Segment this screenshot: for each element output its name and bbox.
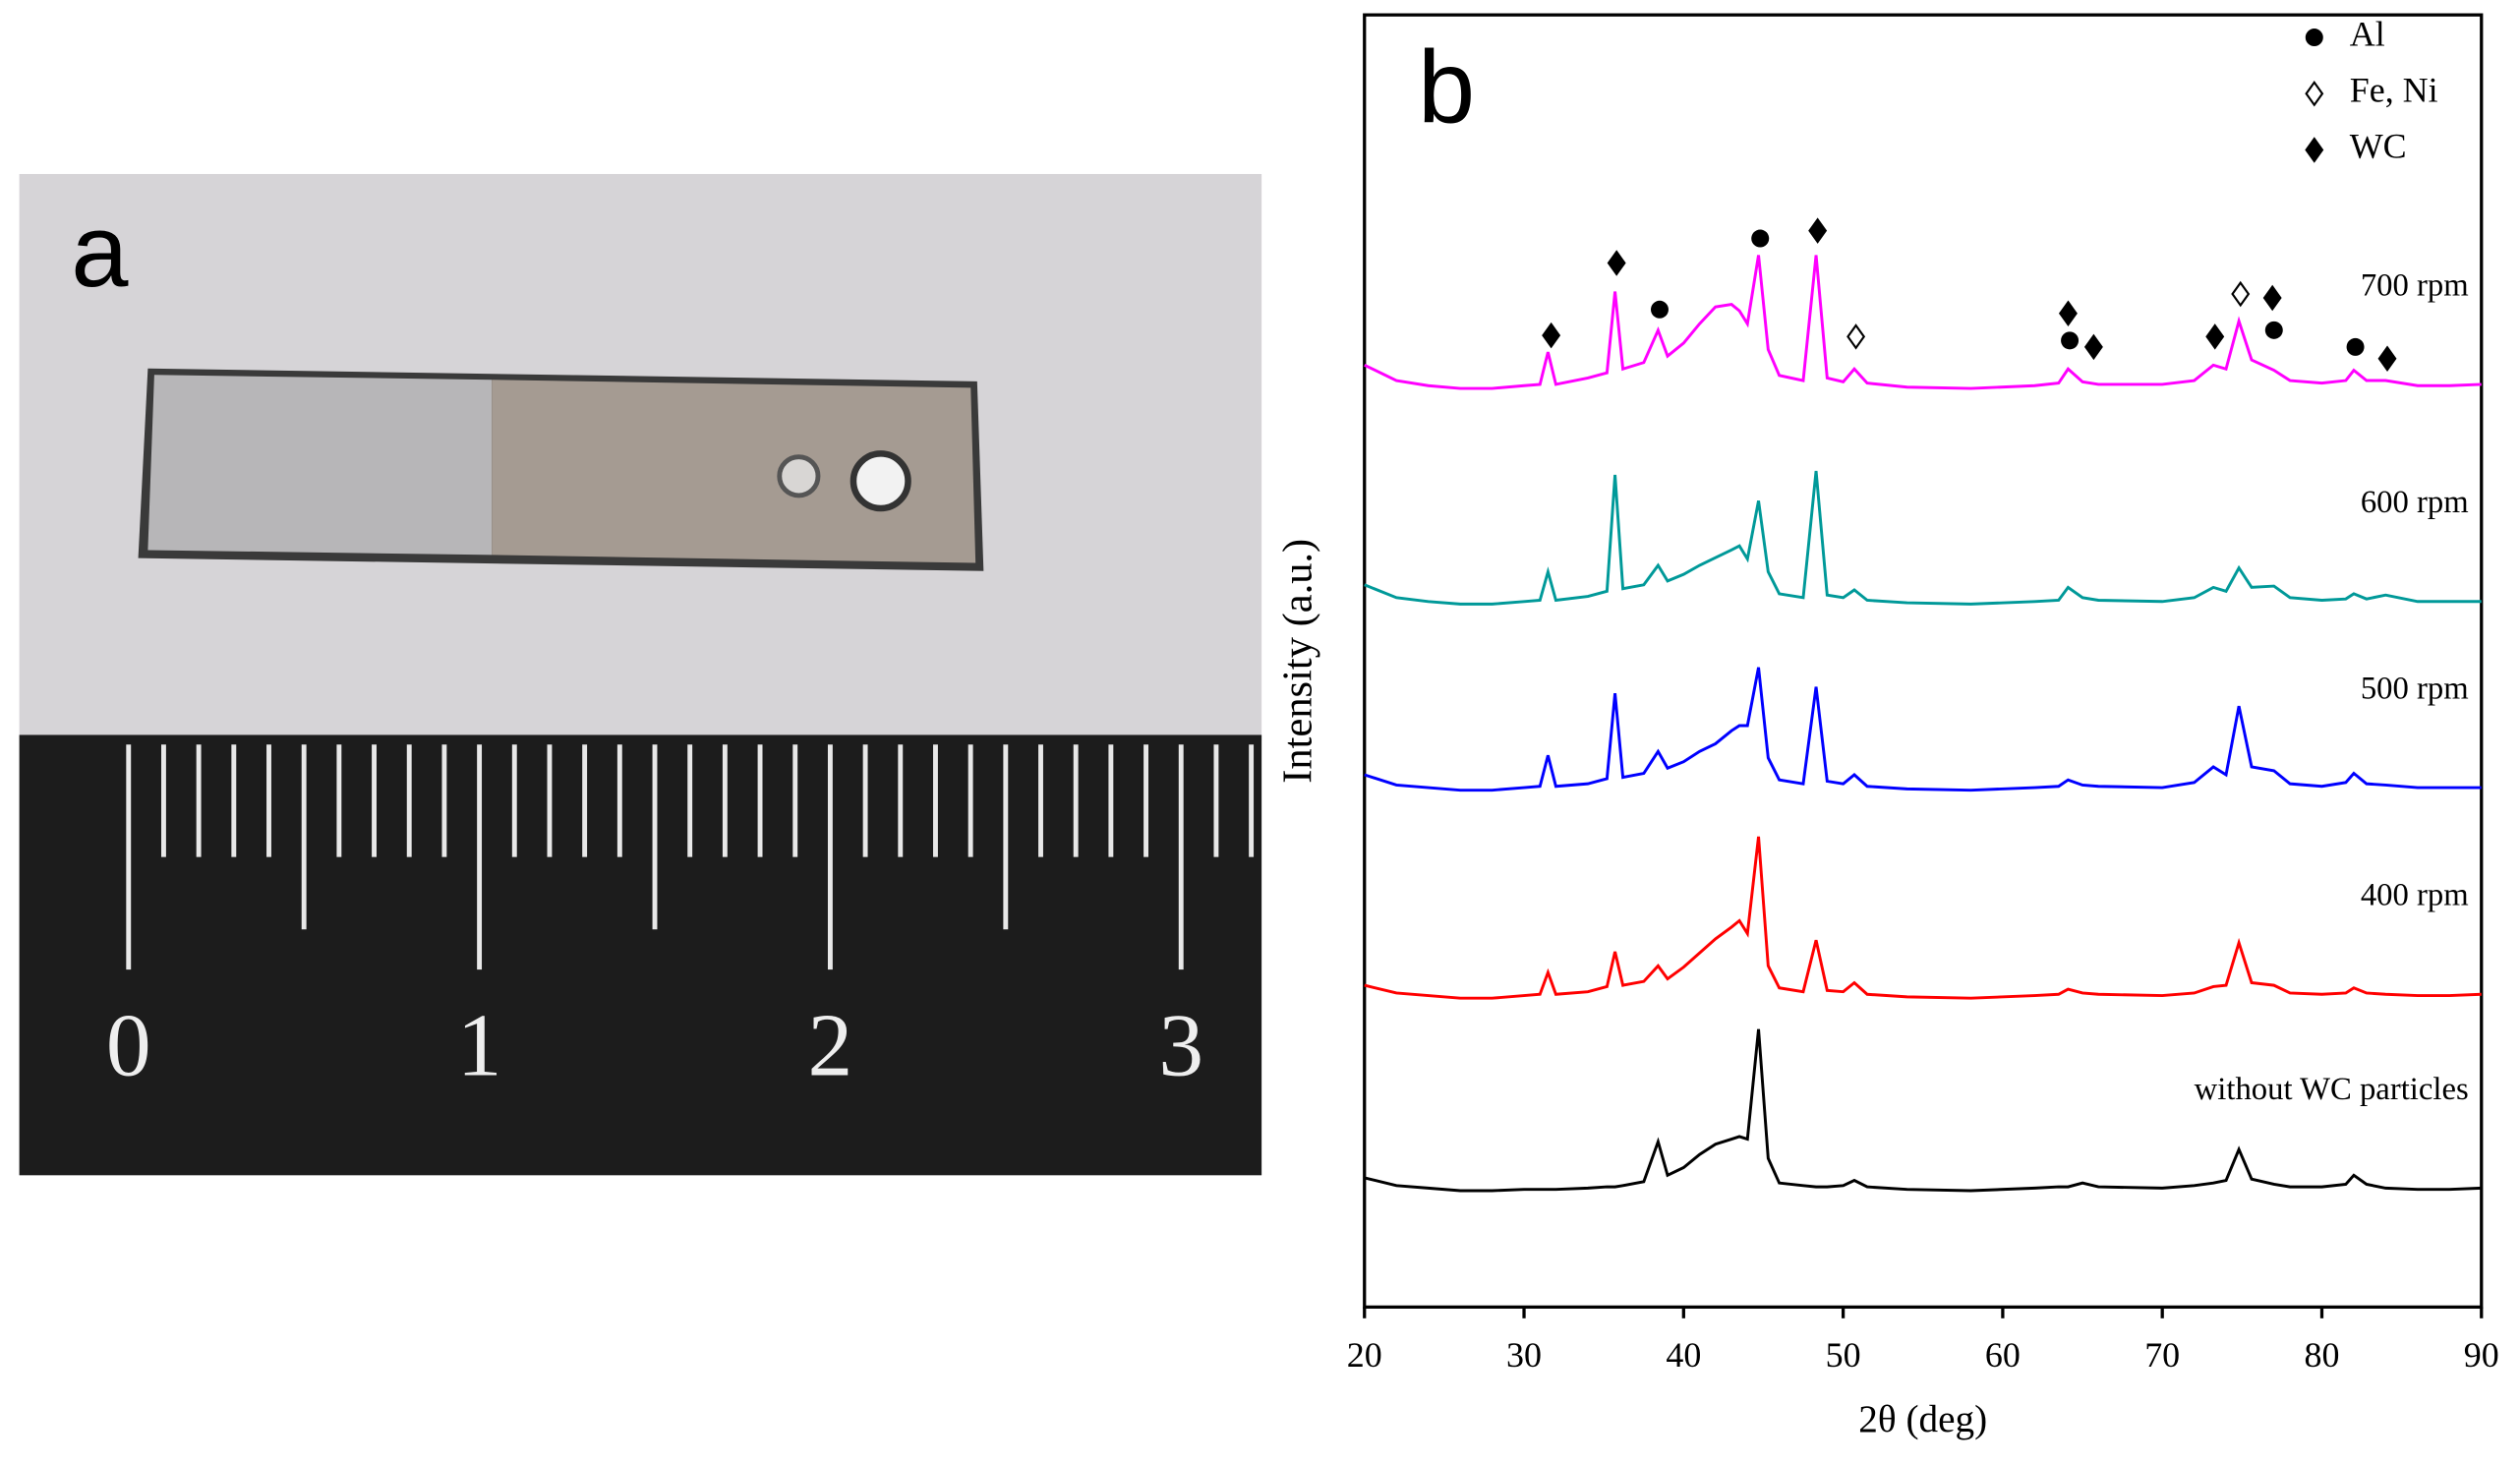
- ruler-label: 1: [457, 995, 502, 1095]
- peak-marker: [2346, 337, 2365, 356]
- xrd-line: [1364, 255, 2482, 390]
- peak-marker: [2061, 331, 2080, 350]
- ruler-label: 0: [106, 995, 151, 1095]
- legend-symbol: [2305, 29, 2323, 47]
- peak-marker: [1846, 323, 1866, 350]
- xrd-line: [1364, 470, 2482, 606]
- legend-label: Fe, Ni: [2350, 71, 2438, 110]
- sample-left: [147, 375, 493, 556]
- legend-label: Al: [2350, 14, 2385, 53]
- peak-marker: [1808, 217, 1828, 244]
- xrd-line: [1364, 667, 2482, 792]
- peak-marker: [1751, 229, 1770, 248]
- sample-right: [492, 380, 976, 563]
- series-label: 500 rpm: [2361, 671, 2469, 706]
- chart: 20 30 40 50 60 70 80 90 2θ (deg) Intensity (a.u.)…: [1275, 13, 2499, 1440]
- panel-label: b: [1418, 30, 1475, 146]
- photo-panel: a 0 1 2 3: [19, 173, 1262, 1176]
- panel-label: a: [71, 194, 129, 309]
- x-tick-label: 80: [2305, 1335, 2340, 1375]
- x-tick-label: 70: [2144, 1335, 2180, 1375]
- xrd-line: [1364, 836, 2482, 1000]
- x-axis-label: 2θ (deg): [1858, 1398, 1987, 1440]
- ruler: [19, 734, 1262, 1176]
- legend-label: WC: [2350, 127, 2407, 166]
- xrd-line: [1364, 1028, 2482, 1193]
- legend-symbol: [2305, 80, 2324, 107]
- series-label: 700 rpm: [2361, 267, 2469, 303]
- ruler-ticks: 0 1 2 3: [106, 744, 1255, 1095]
- hole: [777, 454, 821, 498]
- peak-marker: [2083, 333, 2103, 361]
- series-label: 600 rpm: [2361, 485, 2469, 520]
- x-tick-label: 20: [1347, 1335, 1382, 1375]
- series-label: 400 rpm: [2361, 878, 2469, 913]
- x-tick-label: 50: [1826, 1335, 1861, 1375]
- y-axis-label: Intensity (a.u.): [1275, 539, 1321, 784]
- series-label: without WC particles: [2195, 1072, 2469, 1107]
- x-tick-label: 60: [1985, 1335, 2021, 1375]
- peak-marker: [1607, 250, 1626, 276]
- legend-symbol: [2305, 137, 2324, 163]
- x-tick-label: 40: [1666, 1335, 1701, 1375]
- peak-marker: [1542, 322, 1561, 349]
- ruler-label: 2: [808, 995, 853, 1095]
- peak-marker: [1650, 300, 1669, 319]
- peak-marker: [2205, 323, 2225, 350]
- peak-marker: [2264, 321, 2283, 339]
- x-tick-label: 90: [2464, 1335, 2499, 1375]
- ruler-label: 3: [1158, 995, 1203, 1095]
- peak-marker: [2231, 280, 2251, 308]
- peak-marker: [2058, 300, 2078, 327]
- plot-frame: [1363, 13, 2484, 1309]
- peak-marker: [2377, 345, 2397, 373]
- x-tick-label: 30: [1506, 1335, 1542, 1375]
- hole: [850, 450, 911, 512]
- peak-marker: [2262, 284, 2282, 312]
